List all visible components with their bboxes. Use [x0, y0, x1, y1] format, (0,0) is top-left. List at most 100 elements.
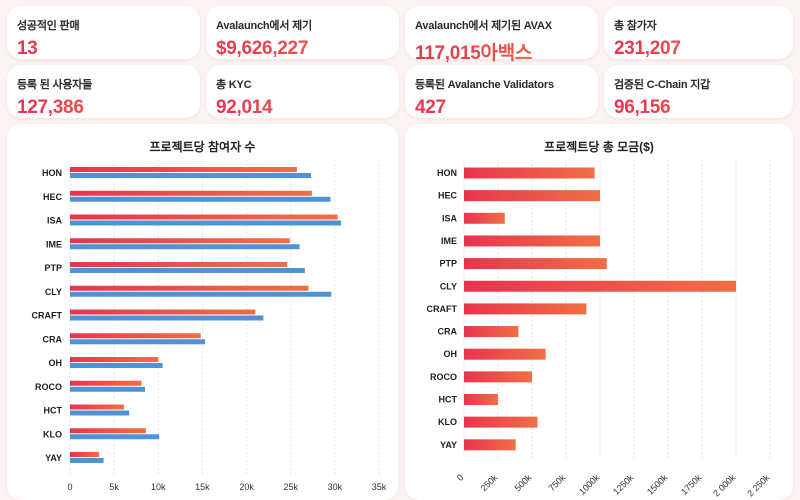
stat-value: 117,015아백스 [415, 38, 588, 65]
bar-red [70, 262, 288, 267]
bar-red [464, 371, 532, 383]
stat-card-validators: 등록된 Avalanche Validators 427 [405, 65, 598, 118]
bar-red [464, 416, 538, 428]
category-label: PTP [44, 263, 62, 273]
x-tick-label: 0 [67, 482, 72, 492]
category-label: CLY [45, 287, 62, 297]
bar-red [464, 258, 607, 270]
bar-red [464, 167, 595, 179]
category-label: YAY [45, 453, 62, 463]
bar-red [70, 380, 142, 386]
stat-card-raised: Avalaunch에서 제기 $9,626,227 [206, 6, 399, 59]
bar-red [70, 309, 256, 315]
stat-card-kyc: 총 KYC 92,014 [206, 65, 399, 118]
category-label: IME [441, 236, 457, 246]
category-label: HEC [43, 192, 63, 202]
stat-card-wallets: 검증된 C-Chain 지갑 96,156 [604, 65, 793, 118]
stat-card-users: 등록 된 사용자들 127,386 [7, 65, 200, 118]
stat-value: 427 [415, 97, 588, 119]
stat-value: 127,386 [17, 97, 190, 119]
x-tick-label: 15k [195, 482, 210, 492]
x-tick-label: 250k [479, 472, 500, 493]
category-label: CRA [43, 334, 63, 344]
bar-blue [70, 458, 104, 463]
stat-label: 검증된 C-Chain 지갑 [614, 79, 711, 91]
category-label: ROCO [35, 382, 62, 392]
bar-red [70, 404, 124, 410]
bar-blue [70, 339, 206, 345]
stat-label: 등록 된 사용자들 [17, 79, 93, 91]
x-tick-label: 10k [151, 482, 166, 492]
bar-red [70, 167, 297, 172]
category-label: OH [444, 349, 458, 359]
category-label: CLY [440, 281, 457, 291]
bar-red [464, 348, 546, 360]
stat-card-sales: 성공적인 판매 13 [7, 6, 200, 59]
x-tick-label: 30k [328, 482, 343, 492]
category-label: ROCO [430, 372, 457, 382]
stat-value: $9,626,227 [216, 38, 389, 60]
bar-blue [70, 196, 331, 202]
stat-label: 등록된 Avalanche Validators [415, 79, 554, 91]
stat-label: Avalaunch에서 제기된 AVAX [415, 20, 552, 32]
stat-card-participants: 총 참가자 231,207 [604, 6, 793, 59]
stat-card-avax: Avalaunch에서 제기된 AVAX 117,015아백스 [405, 6, 598, 64]
x-tick-label: 5k [109, 482, 119, 492]
bar-blue [70, 244, 300, 250]
bar-red [464, 303, 587, 315]
category-label: HON [437, 168, 457, 178]
bar-red [70, 452, 100, 457]
stat-label: 총 KYC [216, 79, 252, 91]
category-label: OH [49, 358, 63, 368]
bar-red [464, 280, 736, 292]
bar-red [464, 439, 516, 451]
category-label: HCT [439, 395, 458, 405]
bar-red [70, 285, 309, 291]
chart-title: 프로젝트당 참여자 수 [149, 140, 256, 154]
x-tick-label: 20k [239, 482, 254, 492]
stat-label: 총 참가자 [614, 20, 657, 32]
bar-red [464, 235, 600, 247]
bar-red [70, 190, 312, 196]
category-label: CRAFT [32, 311, 63, 321]
bar-blue [70, 386, 146, 392]
category-label: YAY [440, 440, 457, 450]
category-label: HEC [438, 191, 458, 201]
stat-value: 96,156 [614, 97, 783, 119]
stat-value: 231,207 [614, 38, 783, 60]
x-tick-label: 25k [283, 482, 298, 492]
stat-value: 13 [17, 38, 190, 60]
bar-red [464, 326, 519, 338]
bar-red [70, 357, 159, 362]
bar-red [70, 238, 290, 244]
category-label: ISA [442, 213, 458, 223]
x-tick-label: 500k [513, 472, 534, 493]
category-label: KLO [438, 417, 457, 427]
category-label: HCT [44, 406, 63, 416]
bar-blue [70, 220, 342, 226]
bar-red [464, 394, 498, 405]
bar-blue [70, 268, 305, 273]
chart-title: 프로젝트당 총 모금($) [544, 140, 654, 154]
bar-blue [70, 315, 264, 321]
category-label: KLO [43, 429, 62, 439]
bar-red [70, 214, 338, 220]
bar-red [464, 212, 505, 224]
x-tick-label: 0 [455, 472, 466, 483]
bar-red [464, 190, 600, 202]
stat-value: 92,014 [216, 97, 389, 119]
bar-blue [70, 410, 130, 416]
x-tick-label: 750k [547, 472, 568, 493]
stat-label: Avalaunch에서 제기 [216, 20, 312, 32]
category-label: CRAFT [427, 304, 458, 314]
bar-blue [70, 363, 163, 368]
bar-red [70, 333, 201, 339]
bar-red [70, 428, 146, 434]
x-tick-label: 35k [372, 482, 387, 492]
stat-label: 성공적인 판매 [17, 20, 80, 32]
category-label: ISA [47, 216, 63, 226]
category-label: CRA [438, 327, 458, 337]
category-label: IME [46, 239, 62, 249]
category-label: HON [42, 168, 62, 178]
